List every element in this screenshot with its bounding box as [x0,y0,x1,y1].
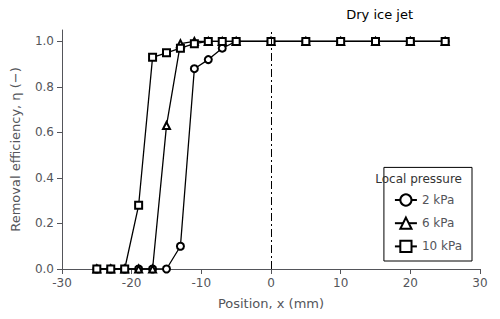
svg-text:20: 20 [403,276,418,290]
svg-text:0.0: 0.0 [35,262,54,276]
svg-text:30: 30 [472,276,487,290]
svg-text:0.8: 0.8 [35,80,54,94]
svg-text:0.2: 0.2 [35,216,54,230]
svg-text:0.6: 0.6 [35,125,54,139]
svg-text:Local pressure: Local pressure [375,172,462,186]
svg-text:10 kPa: 10 kPa [422,239,462,253]
svg-text:0: 0 [267,276,275,290]
svg-text:Position, x (mm): Position, x (mm) [218,296,324,311]
svg-text:0.4: 0.4 [35,171,54,185]
svg-text:6 kPa: 6 kPa [422,216,454,230]
svg-text:2 kPa: 2 kPa [422,193,454,207]
svg-text:-30: -30 [52,276,72,290]
svg-text:-10: -10 [192,276,212,290]
svg-text:1.0: 1.0 [35,34,54,48]
svg-text:Removal efficiency, η (−): Removal efficiency, η (−) [8,67,23,232]
svg-text:Dry ice jet: Dry ice jet [346,7,413,22]
svg-text:-20: -20 [122,276,142,290]
svg-text:10: 10 [333,276,348,290]
